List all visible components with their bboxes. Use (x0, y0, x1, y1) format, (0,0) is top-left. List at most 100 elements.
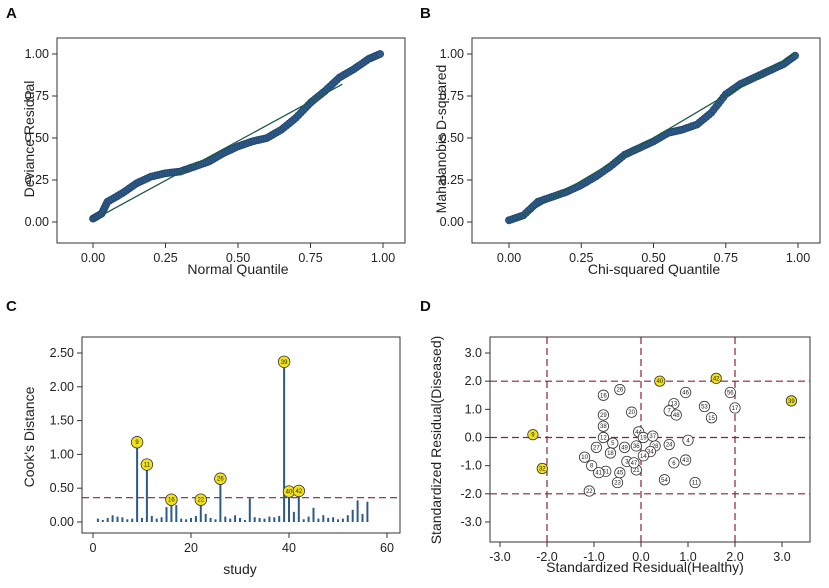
residual-point (590, 441, 602, 453)
cooks-marker-label: 22 (197, 498, 204, 504)
panel-b-y-tick-label: 0.25 (440, 173, 464, 187)
panel-b-x-tick-label: 0.75 (714, 251, 738, 265)
cooks-marker (130, 436, 144, 449)
panel-a-x-tick-label: 0.00 (81, 251, 105, 265)
residual-point (611, 476, 624, 489)
panel-d-x-tick-label: 0.0 (632, 550, 649, 564)
residual-point-label: 26 (617, 388, 624, 394)
panel-b-axes: 0.00 0.25 0.50 0.75 1.00 0.00 0.25 0.50 0.75 1.00 (440, 37, 821, 265)
residual-point (630, 440, 642, 452)
residual-point-label: 20 (628, 410, 635, 416)
residual-point (527, 429, 539, 441)
cooks-marker (214, 472, 227, 485)
cooks-marker-label: 42 (295, 489, 302, 495)
residual-point-label: 17 (732, 406, 739, 412)
residual-point-label: 37 (649, 434, 656, 440)
panel-d-x-tick-label: -1.0 (583, 550, 605, 564)
panel-d-x-tick-label: 1.0 (679, 550, 696, 564)
panel-a-y-tick-label: 0.50 (25, 131, 49, 145)
panel-a-xlabel: Normal Quantile (187, 261, 288, 277)
residual-point-label: 40 (656, 379, 663, 385)
residual-point-label: 10 (581, 455, 588, 461)
residual-point-label: 29 (600, 413, 607, 419)
panel-a-y-tick-label: 0.00 (25, 215, 49, 229)
residual-point-label: 7 (668, 409, 672, 415)
residual-point-label: 44 (635, 430, 642, 436)
residual-point (647, 430, 659, 442)
residual-point-label: 9 (531, 433, 535, 439)
cooks-marker (292, 484, 306, 498)
panel-a-x-tick-label: 0.25 (153, 251, 177, 265)
panel-a-axes: 0.00 0.25 0.50 0.75 1.00 0.00 0.25 0.50 0.75 1.00 (25, 37, 406, 265)
panel-b-xlabel: Chi-squared Quantile (588, 261, 721, 277)
panel-b-y-tick-label: 1.00 (440, 47, 464, 61)
residual-point (628, 457, 640, 469)
panel-a-x-tick-label: 0.50 (226, 251, 250, 265)
residual-point (614, 384, 626, 396)
cooks-marker-label: 9 (135, 440, 139, 446)
panel-c-xlabel: study (223, 561, 256, 577)
panel-b-x-tick-label: 0.00 (497, 251, 521, 265)
cooks-marker (194, 493, 208, 506)
residual-point (724, 386, 736, 399)
residual-point-label: 15 (708, 416, 715, 422)
panel-a-x-tick-label: 1.00 (371, 251, 395, 265)
residual-point (710, 372, 722, 384)
panel-b-chart: 0.00 0.25 0.50 0.75 1.00 0.00 0.25 0.50 0.75 1.00… (433, 37, 821, 277)
panel-d-ylabel: Standardized Residual(Diseased) (428, 336, 444, 545)
panel-c-y-tick-label: 2.50 (50, 346, 74, 360)
panel-a-ylabel: Deviance Residual (21, 81, 37, 198)
residual-point-label: 11 (692, 481, 699, 487)
residual-point (578, 451, 591, 463)
residual-point (663, 438, 675, 451)
residual-point-label: 43 (682, 458, 689, 464)
residual-point (689, 476, 701, 489)
residual-point-label: 16 (600, 393, 607, 399)
panel-d-x-tick-label: -3.0 (489, 550, 511, 564)
residual-point-label: 3 (625, 459, 629, 465)
residual-point (670, 409, 682, 421)
residual-point (658, 474, 671, 486)
residual-point-label: 27 (593, 445, 600, 451)
panel-c-ylabel: Cook's Distance (21, 386, 37, 487)
residual-point-label: 47 (631, 461, 638, 467)
panel-c-x-tick-label: 40 (282, 541, 296, 555)
residual-point (698, 400, 711, 413)
residual-point-label: 32 (539, 466, 546, 472)
panel-letter-d: D (420, 298, 431, 315)
residual-point-label: 49 (621, 445, 628, 451)
residual-point-label: 23 (614, 481, 621, 487)
residual-point-label: 38 (600, 424, 607, 430)
residual-point (593, 467, 605, 479)
panel-c-frame (81, 336, 401, 534)
panel-letter-b: B (420, 5, 431, 22)
residual-point (705, 412, 718, 424)
panel-d-y-tick-label: -3.0 (460, 515, 482, 529)
cooks-marker-label: 39 (281, 360, 288, 366)
panel-d-y-tick-label: -2.0 (460, 487, 482, 501)
residual-point (625, 406, 638, 418)
panel-b-x-tick-label: 0.50 (641, 251, 665, 265)
panel-c-x-tick-label: 20 (184, 541, 198, 555)
panel-d-y-tick-label: 3.0 (465, 346, 482, 360)
cooks-marker (165, 493, 178, 506)
residual-point (637, 450, 649, 462)
panel-letter-c: C (6, 298, 17, 315)
panel-b-ylabel: Mahalanobis D-squared (433, 65, 449, 214)
panel-a-chart: 0.00 0.25 0.50 0.75 1.00 0.00 0.25 0.50 0.75 1.00… (21, 37, 406, 277)
panel-c-y-tick-label: 1.00 (50, 447, 74, 461)
panel-d-x-tick-label: 3.0 (773, 550, 790, 564)
panel-b-x-tick-label: 1.00 (786, 251, 810, 265)
residual-point-label: 8 (590, 464, 594, 470)
panel-d-y-tick-label: 0.0 (465, 431, 482, 445)
cooks-marker-label: 16 (168, 498, 175, 504)
residual-point-label: 39 (788, 399, 795, 405)
reference-line (514, 53, 796, 221)
residual-point (597, 431, 610, 444)
panel-a-y-tick-label: 0.75 (25, 89, 49, 103)
panel-d-x-tick-label: -2.0 (536, 550, 558, 564)
panel-letter-a: A (6, 5, 17, 22)
